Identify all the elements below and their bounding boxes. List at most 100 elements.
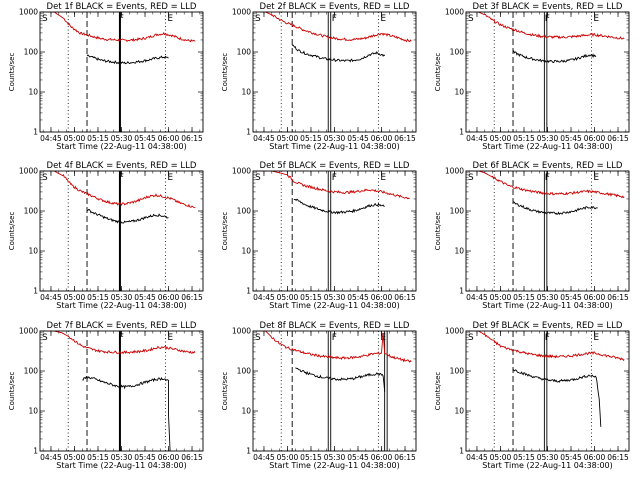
panel-title: Det 1f BLACK = Events, RED = LLD: [47, 2, 197, 12]
y-tick-label: 10: [241, 407, 251, 416]
x-tick-label: 04:45: [466, 453, 488, 462]
y-tick-label: 1: [246, 447, 251, 456]
panel-title: Det 9f BLACK = Events, RED = LLD: [473, 321, 623, 331]
x-tick-label: 05:00: [64, 134, 86, 143]
x-tick-label: 05:15: [513, 134, 535, 143]
x-tick-label: 05:45: [560, 453, 582, 462]
x-tick-label: 05:00: [490, 453, 512, 462]
x-tick-label: 05:45: [134, 134, 156, 143]
y-tick-label: 10: [454, 88, 464, 97]
x-tick-label: 05:45: [347, 293, 369, 302]
x-tick-label: 06:00: [371, 293, 393, 302]
marker-f: F: [545, 333, 550, 343]
y-axis-label: Counts/sec: [8, 372, 16, 411]
x-tick-label: 05:00: [277, 293, 299, 302]
y-tick-label: 1000: [232, 167, 251, 176]
x-tick-label: 06:00: [158, 134, 180, 143]
x-tick-label: 05:00: [64, 453, 86, 462]
y-axis-label: Counts/sec: [221, 53, 229, 92]
marker-f: F: [119, 333, 124, 343]
panel-3: Det 3f BLACK = Events, RED = LLD 1 10 100 10…: [434, 2, 630, 151]
plot-frame: [465, 11, 630, 133]
x-axis-label: Start Time (22-Aug-11 04:38:00): [269, 142, 400, 151]
plot-frame: [252, 170, 417, 292]
y-axis-label: Counts/sec: [221, 212, 229, 251]
marker-e: E: [167, 173, 173, 183]
panel-1: Det 1f BLACK = Events, RED = LLD 1 10 100 10…: [8, 2, 204, 151]
y-tick-label: 10: [28, 247, 38, 256]
y-tick-label: 1: [246, 287, 251, 296]
plot-frame: [39, 330, 204, 452]
x-tick-label: 05:45: [560, 293, 582, 302]
x-tick-label: 05:00: [490, 134, 512, 143]
x-tick-label: 06:00: [371, 134, 393, 143]
marker-f: F: [332, 173, 337, 183]
panel-7: Det 7f BLACK = Events, RED = LLD 1 10 100 10…: [8, 321, 204, 470]
marker-e: E: [593, 173, 599, 183]
marker-f: F: [119, 173, 124, 183]
x-tick-label: 05:30: [537, 134, 559, 143]
y-tick-label: 100: [450, 48, 465, 57]
plot-frame: [465, 170, 630, 292]
plot-frame: [39, 170, 204, 292]
series-events-line: [86, 209, 169, 224]
x-tick-label: 04:45: [466, 293, 488, 302]
marker-s: S: [255, 173, 261, 183]
marker-s: S: [255, 14, 261, 24]
x-tick-label: 06:15: [181, 293, 203, 302]
y-tick-label: 1000: [232, 8, 251, 17]
panel-title: Det 5f BLACK = Events, RED = LLD: [260, 161, 410, 171]
x-axis-label: Start Time (22-Aug-11 04:38:00): [482, 301, 613, 310]
y-tick-label: 1000: [445, 327, 464, 336]
series-lld-line: [253, 171, 410, 200]
y-tick-label: 1000: [445, 167, 464, 176]
x-axis-label: Start Time (22-Aug-11 04:38:00): [269, 461, 400, 470]
x-tick-label: 06:15: [607, 134, 629, 143]
x-tick-label: 05:30: [324, 453, 346, 462]
x-tick-label: 06:00: [371, 453, 393, 462]
x-tick-label: 05:30: [537, 453, 559, 462]
y-tick-label: 1: [459, 287, 464, 296]
x-tick-label: 06:00: [158, 453, 180, 462]
panel-5: Det 5f BLACK = Events, RED = LLD 1 10 100 10…: [221, 161, 417, 310]
y-axis-label: Counts/sec: [8, 53, 16, 92]
x-tick-label: 05:15: [513, 293, 535, 302]
y-tick-label: 1000: [19, 8, 38, 17]
y-axis-label: Counts/sec: [8, 212, 16, 251]
x-tick-label: 05:15: [87, 134, 109, 143]
marker-e: E: [167, 14, 173, 24]
x-tick-label: 04:45: [253, 453, 275, 462]
x-tick-label: 05:45: [134, 293, 156, 302]
marker-e: E: [380, 173, 386, 183]
y-tick-label: 100: [450, 207, 465, 216]
y-tick-label: 1: [33, 128, 38, 137]
series-events-line: [291, 44, 386, 63]
y-axis-label: Counts/sec: [221, 372, 229, 411]
marker-s: S: [255, 333, 261, 343]
x-tick-label: 05:30: [324, 293, 346, 302]
y-tick-label: 1: [459, 447, 464, 456]
x-tick-label: 06:00: [584, 134, 606, 143]
x-tick-label: 05:00: [277, 134, 299, 143]
x-tick-label: 06:15: [394, 134, 416, 143]
series-events-line: [512, 368, 602, 427]
y-tick-label: 1: [33, 287, 38, 296]
y-tick-label: 10: [454, 407, 464, 416]
x-tick-label: 04:45: [40, 293, 62, 302]
marker-s: S: [42, 14, 48, 24]
y-tick-label: 100: [24, 207, 39, 216]
x-tick-label: 05:30: [324, 134, 346, 143]
panel-4: Det 4f BLACK = Events, RED = LLD 1 10 100 10…: [8, 161, 204, 310]
panel-title: Det 3f BLACK = Events, RED = LLD: [473, 2, 623, 12]
y-tick-label: 1000: [19, 167, 38, 176]
panel-title: Det 7f BLACK = Events, RED = LLD: [47, 321, 197, 331]
x-tick-label: 05:00: [277, 453, 299, 462]
marker-s: S: [42, 333, 48, 343]
x-tick-label: 05:15: [87, 453, 109, 462]
y-tick-label: 10: [28, 407, 38, 416]
plot-frame: [465, 330, 630, 452]
panel-8: Det 8f BLACK = Events, RED = LLD 1 10 100 10…: [221, 321, 417, 470]
x-tick-label: 06:15: [394, 453, 416, 462]
plot-frame: [39, 11, 204, 133]
